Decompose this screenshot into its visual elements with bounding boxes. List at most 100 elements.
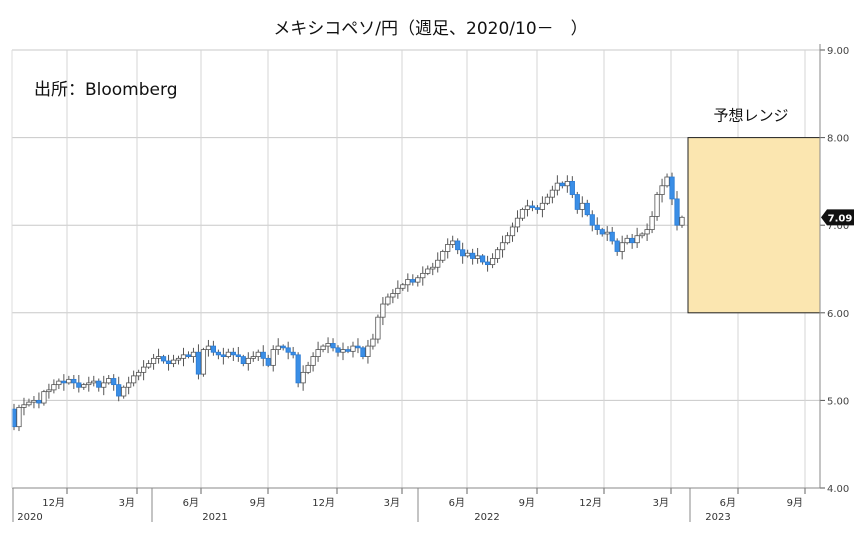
candle-up xyxy=(644,229,650,235)
last-price-marker xyxy=(821,209,854,226)
x-tick-label: 12月 xyxy=(579,497,602,509)
candle-down xyxy=(614,240,620,252)
candle-down xyxy=(215,351,221,356)
candle-down xyxy=(185,354,192,357)
candle-up xyxy=(370,338,376,347)
candle-down xyxy=(584,202,590,216)
candle-up xyxy=(365,345,371,358)
candle-down xyxy=(116,384,122,397)
y-tick-label: 6.00 xyxy=(827,309,849,320)
candle-up xyxy=(445,244,451,252)
candle-up xyxy=(325,343,331,347)
candle-up xyxy=(180,354,187,359)
candle-up xyxy=(514,217,521,228)
x-tick-label: 3月 xyxy=(119,497,135,509)
candle-up xyxy=(66,378,72,384)
candle-down xyxy=(235,354,241,357)
candle-up xyxy=(554,182,560,191)
candle-down xyxy=(295,354,301,384)
candle-up xyxy=(315,349,321,358)
candle-up xyxy=(31,399,37,403)
candle-up xyxy=(310,356,316,366)
y-tick-label: 7.00 xyxy=(827,221,849,232)
candle-down xyxy=(290,351,296,356)
candle-up xyxy=(16,407,22,428)
candle-up xyxy=(524,205,531,210)
candle-down xyxy=(460,249,466,257)
x-tick-label: 3月 xyxy=(653,497,669,509)
candle-up xyxy=(375,316,381,340)
candle-up xyxy=(395,287,401,294)
candle-down xyxy=(36,399,42,404)
candle-up xyxy=(679,216,685,226)
candle-down xyxy=(330,343,336,349)
candle-up xyxy=(255,351,261,358)
candle-down xyxy=(220,354,226,357)
candle-up xyxy=(270,349,276,366)
x-year-label: 2022 xyxy=(474,512,499,523)
candle-down xyxy=(230,351,236,356)
candle-up xyxy=(634,235,640,244)
candle-up xyxy=(579,202,585,210)
candle-up xyxy=(519,209,526,219)
candle-up xyxy=(245,357,251,365)
x-tick-label: 6月 xyxy=(449,497,465,509)
candle-up xyxy=(654,194,660,217)
candle-down xyxy=(599,229,605,235)
candle-down xyxy=(669,176,675,200)
candle-up xyxy=(150,357,157,365)
candle-down xyxy=(569,180,575,195)
candle-down xyxy=(360,347,366,357)
candle-up xyxy=(205,345,212,350)
x-tick-label: 12月 xyxy=(312,497,335,509)
candle-up xyxy=(390,293,396,298)
candle-up xyxy=(400,284,406,289)
candle-up xyxy=(141,366,147,373)
x-tick-label: 3月 xyxy=(384,497,400,509)
candle-up xyxy=(155,356,162,359)
candle-down xyxy=(410,279,416,283)
candle-up xyxy=(91,380,97,384)
candle-up xyxy=(415,277,421,283)
chart-title: メキシコペソ/円（週足、2020/10－ ） xyxy=(273,19,588,39)
candle-up xyxy=(126,382,132,388)
candle-down xyxy=(111,378,117,386)
candle-up xyxy=(425,268,431,274)
candle-down xyxy=(479,255,486,263)
candle-down xyxy=(574,194,580,210)
candle-down xyxy=(285,347,291,353)
y-tick-label: 4.00 xyxy=(827,484,849,495)
candle-up xyxy=(475,255,481,259)
candle-up xyxy=(106,378,112,384)
candle-up xyxy=(619,242,625,252)
candle-down xyxy=(470,252,476,259)
y-tick-label: 9.00 xyxy=(827,46,849,57)
candle-up xyxy=(41,391,47,404)
candle-up xyxy=(440,251,446,261)
candle-up xyxy=(56,380,62,386)
candle-up xyxy=(250,356,256,359)
candle-up xyxy=(549,189,555,198)
y-tick-label: 5.00 xyxy=(827,396,849,407)
candle-up xyxy=(494,249,501,259)
forecast-range-box xyxy=(687,137,821,314)
candle-up xyxy=(509,226,516,237)
candle-up xyxy=(659,185,665,195)
candle-down xyxy=(559,182,565,187)
candle-up xyxy=(450,240,456,245)
candle-down xyxy=(265,357,271,366)
candle-down xyxy=(345,349,351,352)
candle-down xyxy=(71,378,77,384)
candle-up xyxy=(435,259,441,268)
forecast-range-label: 予想レンジ xyxy=(713,107,788,125)
candle-up xyxy=(190,351,197,358)
candle-up xyxy=(51,384,57,391)
candle-up xyxy=(131,375,137,384)
x-tick-label: 9月 xyxy=(519,497,535,509)
candle-up xyxy=(340,349,346,353)
candle-up xyxy=(544,196,551,204)
candle-up xyxy=(300,371,306,384)
candle-up xyxy=(200,349,207,375)
candle-up xyxy=(380,303,386,318)
